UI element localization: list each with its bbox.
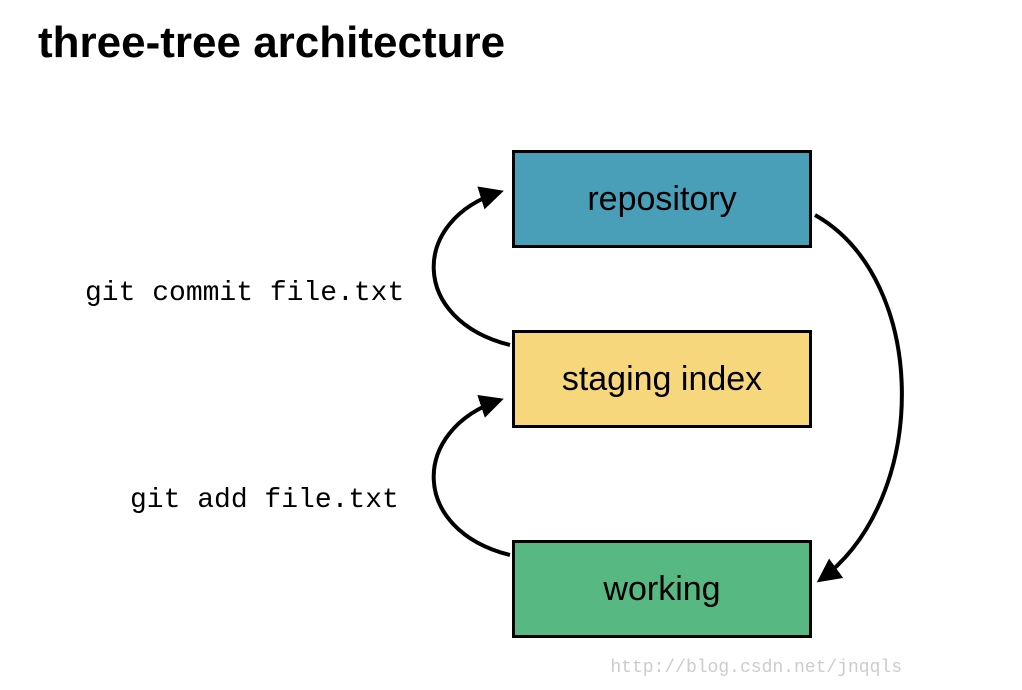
node-working-label: working bbox=[603, 570, 720, 609]
add-arrow bbox=[434, 400, 510, 555]
node-repository-label: repository bbox=[587, 180, 736, 219]
node-staging-label: staging index bbox=[562, 360, 762, 399]
checkout-arrow bbox=[815, 215, 902, 580]
arrows-layer bbox=[0, 0, 1022, 690]
add-command-label: git add file.txt bbox=[130, 485, 399, 516]
node-working: working bbox=[512, 540, 812, 638]
node-repository: repository bbox=[512, 150, 812, 248]
watermark: http://blog.csdn.net/jnqqls bbox=[610, 658, 902, 678]
commit-arrow bbox=[434, 192, 510, 345]
commit-command-label: git commit file.txt bbox=[85, 278, 404, 309]
node-staging: staging index bbox=[512, 330, 812, 428]
page-title: three-tree architecture bbox=[38, 18, 505, 68]
